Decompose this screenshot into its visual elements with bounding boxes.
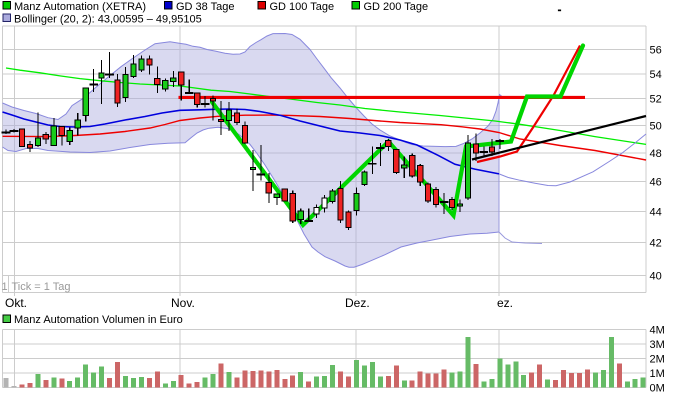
svg-text:1: 1 (2, 281, 8, 293)
svg-text:ez.: ez. (497, 296, 513, 310)
svg-text:Tick = 1 Tag: Tick = 1 Tag (12, 281, 71, 293)
svg-text:56: 56 (650, 45, 662, 57)
svg-text:GD 200 Tage: GD 200 Tage (364, 1, 429, 13)
svg-text:3M: 3M (650, 339, 665, 351)
svg-text:Okt.: Okt. (5, 296, 27, 310)
svg-text:GD 38 Tage: GD 38 Tage (176, 1, 235, 13)
svg-text:2M: 2M (650, 354, 665, 366)
svg-text:Manz Automation (XETRA): Manz Automation (XETRA) (14, 1, 146, 13)
svg-text:Dez.: Dez. (345, 296, 370, 310)
svg-text:4M: 4M (650, 325, 665, 337)
svg-text:40: 40 (650, 270, 662, 282)
svg-text:42: 42 (650, 238, 662, 250)
svg-text:GD 100 Tage: GD 100 Tage (270, 1, 335, 13)
svg-text:52: 52 (650, 93, 662, 105)
svg-text:Nov.: Nov. (171, 296, 195, 310)
svg-text:44: 44 (650, 206, 662, 218)
svg-text:48: 48 (650, 148, 662, 160)
svg-text:54: 54 (650, 69, 662, 81)
svg-text:0M: 0M (650, 383, 665, 395)
svg-text:Manz Automation Volumen in Eur: Manz Automation Volumen in Euro (14, 314, 183, 326)
svg-text:Bollinger (20, 2): 43,00595 –: Bollinger (20, 2): 43,00595 – 49,95105 (14, 14, 202, 26)
svg-text:50: 50 (650, 121, 662, 133)
svg-text:1M: 1M (650, 368, 665, 380)
svg-text:46: 46 (650, 177, 662, 189)
